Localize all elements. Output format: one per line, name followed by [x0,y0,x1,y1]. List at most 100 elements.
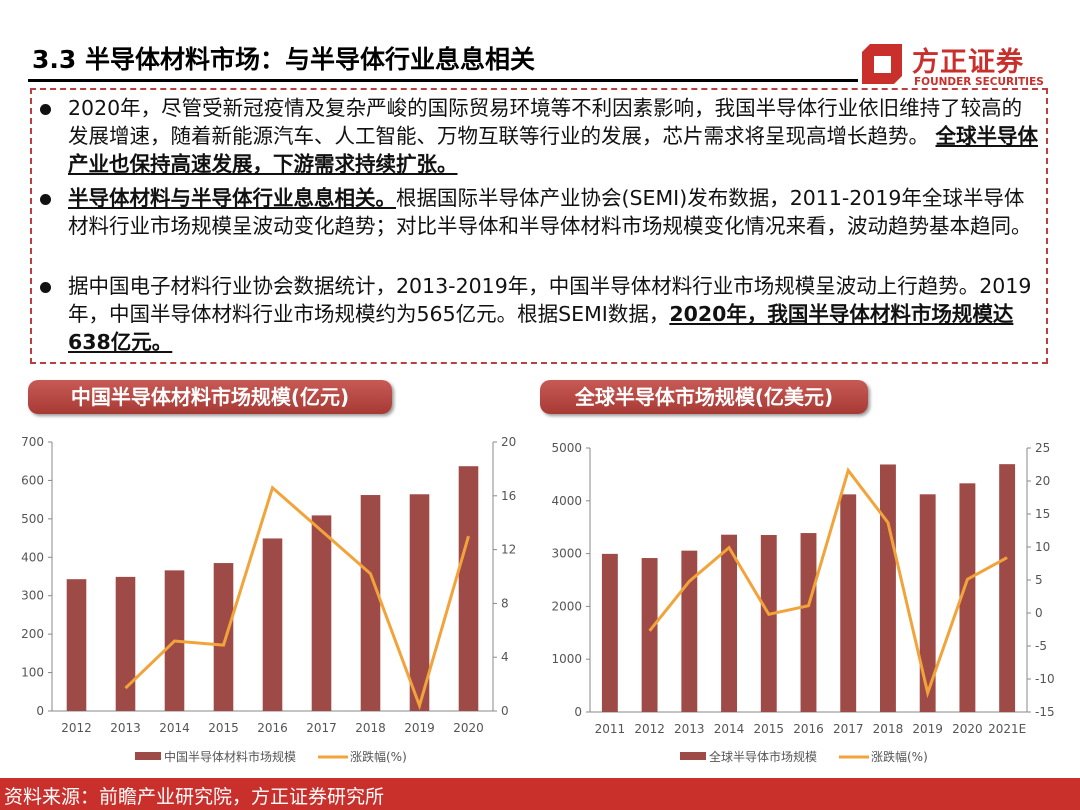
y2-tick-label: 0 [501,704,509,718]
x-tick-label: 2018 [355,721,386,735]
x-tick-label: 2013 [674,722,705,736]
logo-cn: 方正证券 [912,47,1024,78]
legend-bar-label: 全球半导体市场规模 [709,749,817,764]
y-tick-label: 1000 [551,652,582,666]
bar [115,576,136,711]
bar [409,494,430,711]
source-note: 资料来源：前瞻产业研究院，方正证券研究所 [4,786,385,808]
x-tick-label: 2017 [306,721,337,735]
title-divider [28,79,858,82]
chart1-title: 中国半导体材料市场规模(亿元) [28,380,392,414]
x-tick-label: 2020 [952,722,983,736]
y2-tick-label: 25 [1035,441,1050,455]
bar [721,534,737,712]
y2-tick-label: 8 [501,596,509,610]
logo-en: FOUNDER SECURITIES [914,76,1044,88]
legend-line-label: 涨跌幅(%) [871,749,928,764]
bullet-2: 半导体材料与半导体行业息息相关。根据国际半导体产业协会(SEMI)发布数据，20… [40,184,1040,240]
slide-title: 3.3 半导体材料市场：与半导体行业息息相关 [32,45,535,74]
bar [840,494,857,712]
x-tick-label: 2018 [873,722,904,736]
y2-tick-label: 5 [1035,573,1043,587]
x-tick-label: 2012 [61,721,92,735]
x-tick-label: 2011 [595,722,626,736]
growth-line [124,485,470,711]
y2-tick-label: 12 [501,543,516,557]
founder-securities-logo: 方正证券 FOUNDER SECURITIES [862,40,1052,92]
x-tick-label: 2016 [257,721,288,735]
y2-tick-label: 0 [1035,606,1043,620]
bullet-3: 据中国电子材料行业协会数据统计，2013-2019年，中国半导体材料行业市场规模… [40,272,1040,356]
bar [213,563,234,711]
x-tick-label: 2012 [634,722,665,736]
y-tick-label: 3000 [551,547,582,561]
y-tick-label: 0 [36,704,44,718]
bar [681,550,698,712]
bar [919,494,936,712]
growth-line [648,467,1008,699]
x-tick-label: 2017 [833,722,864,736]
bullet-segment: 2020年，尽管受新冠疫情及复杂严峻的国际贸易环境等不利因素影响，我国半导体行业… [68,96,1023,148]
legend-bar-swatch [135,752,161,760]
bar [959,483,976,712]
chart2-title: 全球半导体市场规模(亿美元) [540,380,868,414]
y-tick-label: 700 [21,435,44,449]
y-tick-label: 2000 [551,599,582,613]
y2-tick-label: 16 [501,489,516,503]
y-tick-label: 0 [574,705,582,719]
summary-box [30,88,1048,364]
y-tick-label: 300 [21,589,44,603]
y-tick-label: 100 [21,666,44,680]
bar [999,464,1016,712]
y-tick-label: 200 [21,627,44,641]
bullet-segment: 据中国电子材料行业协会数据统计，2013-2019年，中国半导体材料行业市场规模… [68,274,1032,326]
bullet-text: 2020年，尽管受新冠疫情及复杂严峻的国际贸易环境等不利因素影响，我国半导体行业… [68,94,1040,178]
y2-tick-label: 20 [501,435,516,449]
emphasis-text: 2020年，我国半导体材料市场规模达638亿元。 [68,302,1014,354]
bullet-text: 据中国电子材料行业协会数据统计，2013-2019年，中国半导体材料行业市场规模… [68,272,1040,356]
legend-bar-label: 中国半导体材料市场规模 [164,749,296,764]
bar [800,533,817,712]
x-tick-label: 2015 [208,721,239,735]
y2-tick-label: 10 [1035,540,1050,554]
bar [760,535,777,712]
y-tick-label: 500 [21,512,44,526]
y2-tick-label: 15 [1035,507,1050,521]
footer-band: 资料来源：前瞻产业研究院，方正证券研究所 [0,778,1080,810]
bar [458,466,479,711]
bullet-segment: 根据国际半导体产业协会(SEMI)发布数据，2011-2019年全球半导体材料行… [68,186,1032,238]
x-tick-label: 2019 [912,722,943,736]
logo-mark-icon [862,44,902,84]
x-tick-label: 2021E [988,722,1026,736]
bar [311,515,332,711]
x-tick-label: 2015 [753,722,784,736]
bullet-dot-icon [40,194,51,205]
y-tick-label: 5000 [551,441,582,455]
bar [66,579,87,711]
x-tick-label: 2016 [793,722,824,736]
x-tick-label: 2014 [714,722,745,736]
y-tick-label: 400 [21,550,44,564]
y2-tick-label: -15 [1035,705,1055,719]
bullet-dot-icon [40,282,51,293]
y-tick-label: 600 [21,473,44,487]
y2-tick-label: -10 [1035,672,1055,686]
bullet-text: 半导体材料与半导体行业息息相关。根据国际半导体产业协会(SEMI)发布数据，20… [68,184,1040,240]
bar [880,464,896,712]
x-tick-label: 2019 [404,721,435,735]
y2-tick-label: -5 [1035,639,1047,653]
x-tick-label: 2020 [453,721,484,735]
bar [641,558,658,712]
bullet-1: 2020年，尽管受新冠疫情及复杂严峻的国际贸易环境等不利因素影响，我国半导体行业… [40,94,1040,178]
x-tick-label: 2013 [110,721,141,735]
emphasis-text: 全球半导体产业也保持高速发展，下游需求持续扩张。 [68,124,1039,176]
emphasis-text: 半导体材料与半导体行业息息相关。 [68,186,396,210]
bar [262,538,283,711]
bullet-dot-icon [40,104,51,115]
legend-bar-swatch [680,752,706,760]
bar [360,495,381,711]
y-tick-label: 4000 [551,494,582,508]
x-tick-label: 2014 [159,721,190,735]
